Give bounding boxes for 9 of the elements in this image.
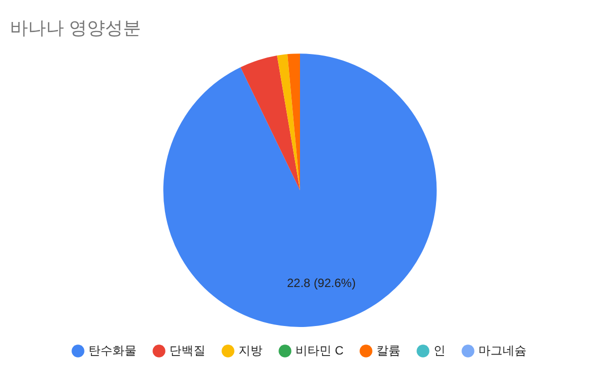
data-label: 22.8 (92.6%) <box>287 276 356 290</box>
legend-label: 마그네슘 <box>478 343 526 358</box>
legend-label: 인 <box>434 343 446 358</box>
legend-label: 탄수화물 <box>88 343 136 358</box>
legend-label: 비타민 C <box>296 343 344 358</box>
legend-label: 단백질 <box>170 343 206 358</box>
chart-title: 바나나 영양성분 <box>10 18 142 38</box>
legend-label: 지방 <box>238 343 262 358</box>
legend-label: 칼륨 <box>376 343 400 358</box>
